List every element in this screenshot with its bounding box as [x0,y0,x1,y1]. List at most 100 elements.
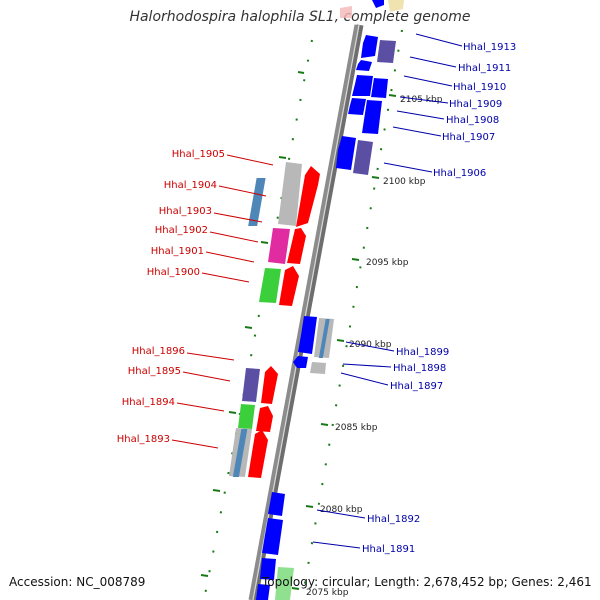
scale-label: 2090 kbp [349,340,392,350]
scale-label: 2075 kbp [306,588,349,598]
gene-hhal-1894-forward[interactable] [256,406,273,432]
gene-hhal-1894[interactable] [238,404,255,429]
topology-text: Topology: circular; Length: 2,678,452 bp… [262,575,592,589]
scale-label: 2080 kbp [320,505,363,515]
callout-line [171,439,219,449]
callout-line [399,96,449,104]
reverse-gene-labels: Hhal_1913 Hhal_1911 Hhal_1910 Hhal_1909 … [362,42,516,555]
gene-label[interactable]: Hhal_1896 [132,346,185,357]
genome-title: Halorhodospira halophila SL1, complete g… [129,9,471,25]
gene-label[interactable]: Hhal_1905 [172,149,225,160]
gene-extra[interactable] [260,558,276,580]
gene-cluster-bottom-reverse [256,492,294,600]
tick-mark [371,176,380,179]
callout-line [218,185,267,197]
callout-line [201,272,250,283]
callout-line [342,363,392,368]
gene-extra-bottom[interactable] [256,584,270,600]
major-ticks [200,71,397,590]
gene-label[interactable]: Hhal_1907 [442,132,495,143]
gene-cluster-lower-forward [229,366,278,478]
gene-label[interactable]: Hhal_1900 [147,267,200,278]
gene-hhal-1893-forward[interactable] [248,430,268,478]
gene-hhal-1905[interactable] [278,162,302,226]
gene-hhal-1896[interactable] [242,368,260,402]
tick-mark [260,241,269,244]
gene-hhal-1910[interactable] [356,60,372,71]
callout-line [213,212,263,223]
gene-label[interactable]: Hhal_1892 [367,514,420,525]
callout-line [205,251,255,263]
gene-cluster-upper-forward [248,162,320,306]
accession-text: Accession: NC_008789 [9,575,146,589]
gene-hhal-1906a[interactable] [336,136,356,170]
gene-hhal-1906b[interactable] [353,140,373,175]
gene-hhal-1898-strip[interactable] [318,319,330,358]
gene-label[interactable]: Hhal_1906 [433,168,486,179]
gene-label[interactable]: Hhal_1891 [362,544,415,555]
gene-label[interactable]: Hhal_1913 [463,42,516,53]
gene-label[interactable]: Hhal_1895 [128,366,181,377]
tick-mark [320,423,329,426]
gene-label[interactable]: Hhal_1909 [449,99,502,110]
gene-hhal-1899[interactable] [298,316,317,354]
reverse-label-callouts [312,33,463,549]
tick-mark [228,411,237,414]
gene-label[interactable]: Hhal_1893 [117,434,170,445]
backbone-line [248,24,360,600]
tick-mark [212,489,221,492]
gene-hhal-1900[interactable] [259,268,281,303]
gene-hhal-1901[interactable] [287,228,306,264]
gene-hhal-1909b[interactable] [371,78,388,98]
gene-partial[interactable] [372,0,384,8]
gene-partial[interactable] [388,0,404,12]
scale-label: 2085 kbp [335,423,378,433]
gene-label[interactable]: Hhal_1904 [164,180,217,191]
gene-label[interactable]: Hhal_1903 [159,206,212,217]
callout-line [186,352,235,361]
callout-line [409,56,457,68]
gene-hhal-1907[interactable] [362,100,382,134]
gene-label[interactable]: Hhal_1897 [390,381,443,392]
gene-hhal-1904-forward[interactable] [296,166,320,227]
tick-mark [388,94,397,97]
gene-hhal-1897[interactable] [293,356,308,368]
gene-label[interactable]: Hhal_1894 [122,397,175,408]
callout-line [345,341,395,352]
gene-partial[interactable] [340,6,352,18]
gene-label[interactable]: Hhal_1899 [396,347,449,358]
callout-line [396,110,445,120]
gene-label[interactable]: Hhal_1902 [155,225,208,236]
gene-label[interactable]: Hhal_1911 [458,63,511,74]
gene-hhal-1904[interactable] [248,178,266,226]
callout-line [383,162,433,173]
callout-line [316,509,366,519]
forward-gene-labels: Hhal_1905 Hhal_1904 Hhal_1903 Hhal_1902 … [117,149,225,445]
gene-hhal-1913[interactable] [361,35,378,58]
callout-line [415,33,463,47]
gene-hhal-1908[interactable] [348,98,366,115]
gene-label[interactable]: Hhal_1910 [453,82,506,93]
gene-hhal-1911[interactable] [377,40,396,63]
tick-mark [336,339,345,342]
tick-mark [278,156,287,159]
gene-extra-green[interactable] [275,567,294,600]
gene-label[interactable]: Hhal_1901 [151,246,204,257]
gene-hhal-1891[interactable] [262,518,283,555]
callout-line [340,372,389,386]
tick-mark [297,71,305,74]
gene-label[interactable]: Hhal_1908 [446,115,499,126]
gene-hhal-1896-forward[interactable] [261,366,278,404]
gene-hhal-1900-forward[interactable] [279,266,299,306]
tick-mark [291,587,300,590]
gene-label[interactable]: Hhal_1898 [393,363,446,374]
gene-hhal-1893-strip[interactable] [232,429,248,477]
gene-hhal-1897b[interactable] [310,362,326,374]
gene-hhal-1902[interactable] [268,228,290,264]
top-partial-genes [340,0,404,18]
outer-dotted-track [203,39,313,600]
gene-hhal-1892[interactable] [268,492,285,516]
gene-hhal-1909a[interactable] [352,75,373,96]
